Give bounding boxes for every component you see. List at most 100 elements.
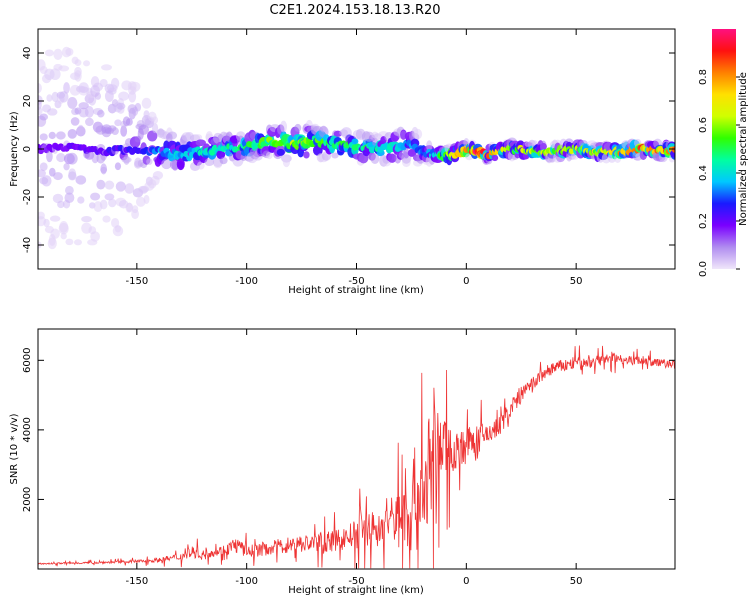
heatmap-cell [68, 168, 77, 180]
heatmap-cell [73, 239, 82, 246]
heatmap-cell [102, 215, 111, 223]
heatmap-cell [55, 131, 66, 140]
y-tick-label: 6000 [22, 348, 33, 373]
heatmap-cell [143, 194, 150, 205]
heatmap-cell [39, 162, 48, 171]
heatmap-cell [97, 109, 105, 118]
heatmap-cell [65, 185, 74, 195]
heatmap-cell [50, 228, 60, 239]
heatmap-cell [135, 196, 146, 207]
heatmap-cell [403, 148, 410, 159]
heatmap-cell [56, 153, 66, 163]
colorbar-gradient [712, 29, 736, 269]
colorbar-tick-label: 0.4 [698, 165, 709, 181]
colorbar-tick-label: 0.8 [698, 69, 709, 85]
heatmap-cell [134, 102, 142, 112]
heatmap-cell [176, 158, 185, 171]
y-tick-label: 2000 [22, 487, 33, 512]
heatmap-cell [47, 108, 58, 116]
snr-panel: -150 -100 -50 0 50 2000 4000 6000 Height of st… [9, 328, 676, 596]
heatmap-cell [60, 232, 67, 240]
x-tick-label: 50 [570, 576, 583, 587]
heatmap-cell [100, 163, 107, 175]
heatmap-cell [48, 131, 56, 140]
heatmap-cell [38, 169, 46, 178]
snr-x-axis-label: Height of straight line (km) [288, 585, 424, 596]
heatmap-cell [138, 124, 149, 135]
colorbar-tick-label: 0.0 [698, 261, 709, 277]
heatmap-cell [39, 113, 48, 121]
heatmap-cell [193, 134, 203, 141]
heatmap-cell [280, 120, 288, 133]
heatmap-cell [146, 158, 153, 165]
heatmap-cell [219, 157, 228, 165]
heatmap-cell [276, 148, 285, 156]
heatmap-cell [99, 78, 108, 88]
heatmap-cell [265, 151, 273, 160]
heatmap-cell [78, 82, 89, 94]
heatmap-cell [64, 192, 75, 204]
heatmap-cell [49, 68, 61, 81]
heatmap-cell [110, 77, 120, 89]
heatmap-cell [41, 175, 52, 187]
heatmap-cell [351, 138, 359, 145]
heatmap-cell [83, 60, 91, 67]
x-tick-label: -150 [125, 576, 148, 587]
heatmap-cell [63, 82, 70, 94]
y-tick-label: -20 [22, 189, 33, 205]
snr-series [38, 345, 675, 569]
heatmap-cell [387, 153, 397, 163]
heatmap-cell [152, 116, 159, 124]
heatmap-cell [90, 231, 100, 242]
colorbar-tick-label: 0.6 [698, 117, 709, 133]
heatmap-cell [196, 161, 205, 170]
heatmap-cell [53, 172, 63, 181]
heatmap-cell [151, 123, 159, 134]
heatmap-cell [407, 149, 417, 157]
heatmap-cell [77, 196, 85, 204]
spectrogram-y-axis-label: Frequency (Hz) [9, 111, 20, 187]
snr-x-ticks: -150 -100 -50 0 50 [125, 329, 583, 587]
heatmap-cell [104, 180, 115, 190]
heatmap-cell [38, 95, 43, 105]
heatmap-cell [90, 192, 101, 201]
spectrogram-y-ticks: -40 -20 0 20 40 [22, 47, 675, 253]
heatmap-cell [112, 225, 124, 237]
heatmap-cell [59, 221, 69, 233]
heatmap-cell [43, 218, 50, 228]
y-tick-label: -40 [22, 237, 33, 253]
heatmap-cell [57, 200, 65, 209]
heatmap-cell [78, 102, 89, 110]
heatmap-cell [67, 128, 77, 139]
heatmap-cell [38, 211, 45, 220]
heatmap-cell [114, 119, 122, 127]
y-tick-label: 4000 [22, 417, 33, 442]
x-tick-label: -100 [235, 276, 258, 287]
snr-y-axis-label: SNR (10 * v/v) [9, 413, 20, 484]
heatmap-cell [58, 65, 70, 72]
heatmap-cell [331, 152, 339, 159]
heatmap-cell [94, 92, 102, 100]
heatmap-cell [38, 83, 42, 94]
y-tick-label: 20 [22, 95, 33, 108]
y-tick-label: 0 [22, 146, 33, 152]
heatmap-cell [125, 118, 133, 126]
colorbar-label: Normalized spectral amplitude [738, 72, 749, 226]
heatmap-cell [111, 127, 119, 136]
heatmap-cell [121, 156, 132, 163]
heatmap-cell [124, 183, 135, 194]
heatmap-cell [74, 70, 82, 82]
heatmap-cell [303, 151, 310, 159]
snr-line [38, 345, 675, 569]
heatmap-cell [491, 154, 499, 162]
x-tick-label: 0 [463, 276, 469, 287]
colorbar-ticks: 0.0 0.2 0.4 0.6 0.8 [698, 69, 740, 277]
heatmap-cell [195, 139, 206, 147]
heatmap-cell [65, 238, 74, 246]
x-tick-label: -50 [348, 276, 364, 287]
spectrogram-x-axis-label: Height of straight line (km) [288, 285, 424, 296]
heatmap-cell [46, 94, 53, 102]
heatmap-cell [120, 125, 128, 137]
heatmap-cell [85, 117, 94, 127]
x-tick-label: -100 [235, 576, 258, 587]
